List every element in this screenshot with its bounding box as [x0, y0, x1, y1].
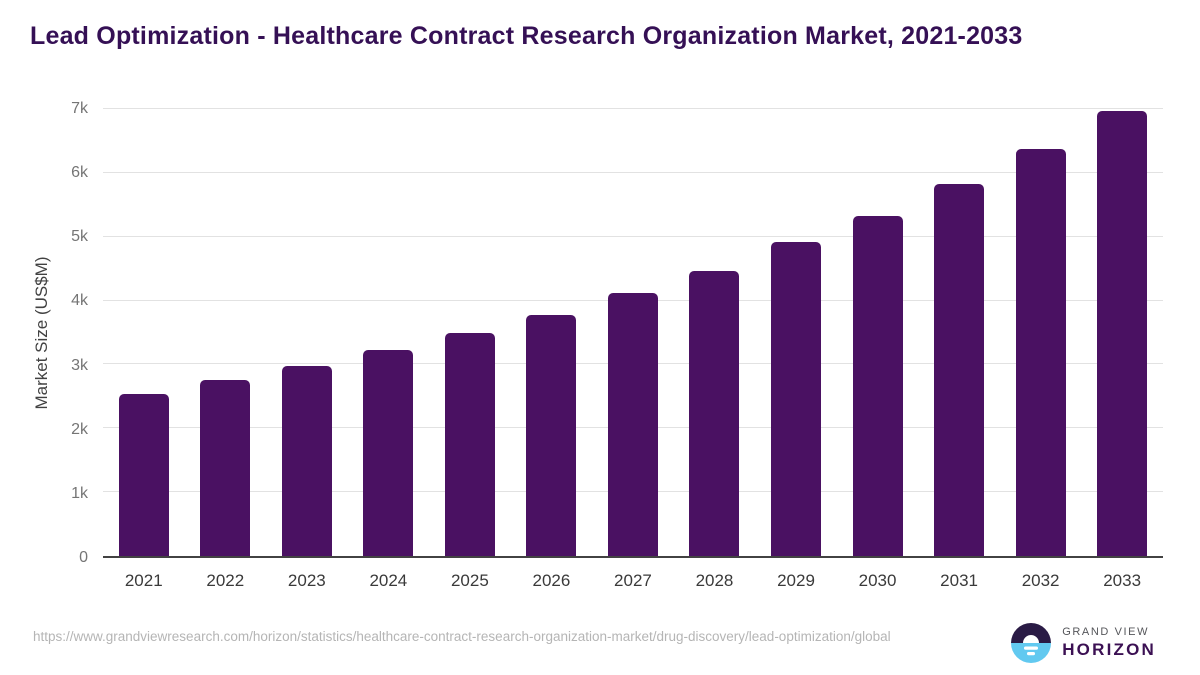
bar-2025	[444, 333, 495, 556]
bar-slot-2029	[755, 109, 837, 556]
x-axis-label-2033: 2033	[1103, 571, 1142, 590]
bar-2028	[689, 270, 740, 556]
y-tick-label: 6k	[71, 164, 88, 182]
x-axis-label-2026: 2026	[532, 571, 571, 590]
bar-2026	[526, 314, 577, 556]
bar-slot-2024	[348, 109, 430, 556]
x-axis-label-2027: 2027	[614, 571, 652, 590]
bar-slot-2027	[592, 109, 674, 556]
bar-2032	[1015, 149, 1066, 556]
y-tick-label: 5k	[71, 228, 88, 246]
y-axis-ticks: 0 1k 2k 3k 4k 5k 6k 7k	[0, 100, 88, 566]
x-axis-label-2028: 2028	[695, 571, 734, 590]
y-tick-label: 2k	[71, 420, 88, 438]
x-axis-label-2024: 2024	[369, 571, 408, 590]
bar-slot-2022	[185, 109, 267, 556]
y-tick-label: 0	[79, 549, 88, 566]
x-axis-label-2025: 2025	[450, 571, 489, 590]
bar-slot-2021	[103, 109, 185, 556]
y-tick-label: 3k	[71, 356, 88, 374]
grand-view-horizon-logo: GRAND VIEW HORIZON	[1011, 623, 1156, 663]
x-axis-label-2031: 2031	[940, 571, 978, 590]
bar-2023	[281, 365, 332, 556]
y-tick-label: 1k	[71, 484, 88, 502]
bar-2033	[1097, 110, 1148, 556]
bar-slot-2033	[1081, 109, 1163, 556]
y-tick-label: 7k	[71, 100, 88, 117]
bar-series	[103, 109, 1163, 556]
bar-slot-2023	[266, 109, 348, 556]
bar-2031	[934, 184, 985, 556]
horizon-sunset-icon	[1011, 623, 1052, 663]
brand-name-top: GRAND VIEW	[1062, 626, 1150, 638]
bar-2024	[363, 350, 414, 556]
page-title: Lead Optimization - Healthcare Contract …	[30, 22, 1023, 50]
brand-name-bottom: HORIZON	[1062, 640, 1156, 659]
bar-2029	[771, 242, 822, 556]
x-axis-labels: 2021 2022 2023 2024 2025 2026 2027 2028 2029 2030…	[103, 571, 1163, 591]
bar-2027	[607, 292, 658, 556]
bar-slot-2028	[674, 109, 756, 556]
bar-slot-2032	[1000, 109, 1082, 556]
x-axis-label-2022: 2022	[206, 571, 245, 590]
bar-slot-2026	[511, 109, 593, 556]
gridline	[103, 235, 1163, 237]
x-axis-label-2021: 2021	[124, 571, 163, 590]
bar-2022	[200, 379, 251, 556]
plot-area	[103, 108, 1163, 558]
bar-2030	[852, 215, 903, 556]
gridline	[103, 108, 1163, 109]
gridline	[103, 171, 1163, 173]
source-url: https://www.grandviewresearch.com/horizo…	[33, 629, 891, 644]
bar-slot-2031	[918, 109, 1000, 556]
logo-text: GRAND VIEW HORIZON	[1062, 626, 1156, 660]
bar-slot-2030	[837, 109, 919, 556]
y-tick-label: 4k	[71, 292, 88, 310]
bar-slot-2025	[429, 109, 511, 556]
x-axis-label-2032: 2032	[1021, 571, 1060, 590]
x-axis-label-2023: 2023	[287, 571, 326, 590]
x-axis-label-2029: 2029	[777, 571, 815, 590]
bar-2021	[118, 393, 169, 556]
x-axis-label-2030: 2030	[858, 571, 897, 590]
